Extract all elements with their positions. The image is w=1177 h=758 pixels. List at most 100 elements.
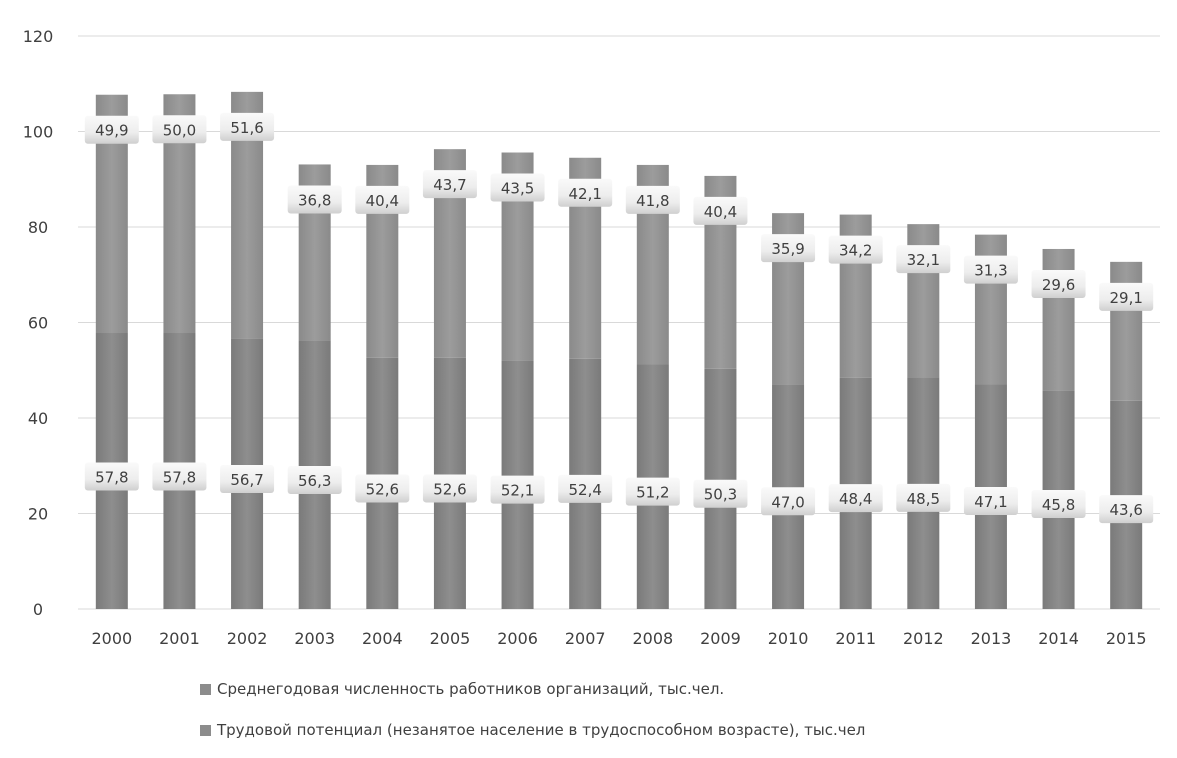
data-label-series-2: 50,0 bbox=[163, 121, 196, 139]
data-label-box bbox=[490, 475, 545, 504]
data-labels: 57,8 49,9 57,8 50,0 56,7 51,6 56,3 36,8 52,6 40,4… bbox=[84, 112, 1154, 524]
legend-swatch-icon bbox=[200, 724, 211, 736]
data-label-series-1: 50,3 bbox=[704, 486, 737, 504]
data-label-box bbox=[761, 234, 816, 263]
x-tick-label: 2002 bbox=[227, 629, 268, 648]
y-tick-label: 100 bbox=[23, 123, 54, 142]
data-label-box bbox=[963, 255, 1018, 284]
data-label-series-1: 51,2 bbox=[636, 484, 669, 502]
data-label-box bbox=[558, 178, 613, 207]
data-label-box bbox=[558, 474, 613, 503]
y-tick-label: 120 bbox=[23, 27, 54, 46]
y-axis-tick-labels: 0 20 40 60 80 100 120 bbox=[23, 27, 54, 619]
data-label-series-1: 52,6 bbox=[433, 480, 466, 498]
data-label-box bbox=[896, 245, 951, 274]
data-label-box bbox=[490, 173, 545, 202]
bars bbox=[95, 91, 1143, 609]
x-tick-label: 2009 bbox=[700, 629, 741, 648]
x-tick-label: 2001 bbox=[159, 629, 200, 648]
data-label-box bbox=[963, 487, 1018, 516]
x-tick-label: 2010 bbox=[768, 629, 809, 648]
data-label-box bbox=[693, 479, 748, 508]
legend-label-series-1: Среднегодовая численность работников орг… bbox=[217, 680, 725, 698]
y-tick-label: 40 bbox=[28, 409, 48, 428]
data-label-series-1: 45,8 bbox=[1042, 496, 1075, 514]
data-label-series-2: 29,6 bbox=[1042, 276, 1075, 294]
data-label-series-2: 36,8 bbox=[298, 191, 331, 209]
data-label-series-2: 41,8 bbox=[636, 192, 669, 210]
legend-label-series-2: Трудовой потенциал (незанятое население … bbox=[217, 721, 866, 739]
data-label-box bbox=[761, 487, 816, 516]
data-label-series-2: 51,6 bbox=[230, 119, 263, 137]
x-tick-label: 2005 bbox=[430, 629, 471, 648]
legend-swatch-icon bbox=[200, 683, 211, 695]
x-tick-label: 2013 bbox=[971, 629, 1012, 648]
data-label-box bbox=[422, 170, 477, 199]
data-label-box bbox=[1099, 495, 1154, 524]
x-tick-label: 2011 bbox=[835, 629, 876, 648]
data-label-series-1: 48,5 bbox=[907, 490, 940, 508]
x-tick-label: 2007 bbox=[565, 629, 606, 648]
data-label-series-2: 31,3 bbox=[974, 262, 1007, 280]
data-label-box bbox=[152, 462, 207, 491]
data-label-box bbox=[828, 235, 883, 264]
data-label-series-1: 57,8 bbox=[95, 469, 128, 487]
data-label-box bbox=[625, 185, 680, 214]
y-tick-label: 80 bbox=[28, 218, 48, 237]
data-label-series-2: 40,4 bbox=[366, 192, 399, 210]
x-tick-label: 2004 bbox=[362, 629, 403, 648]
data-label-series-2: 40,4 bbox=[704, 203, 737, 221]
x-tick-label: 2000 bbox=[91, 629, 132, 648]
data-label-series-2: 43,5 bbox=[501, 180, 534, 198]
data-label-box bbox=[220, 465, 275, 494]
x-tick-label: 2003 bbox=[294, 629, 335, 648]
data-label-series-1: 52,6 bbox=[366, 480, 399, 498]
data-label-series-1: 48,4 bbox=[839, 490, 872, 508]
data-label-box bbox=[828, 484, 883, 513]
x-tick-label: 2015 bbox=[1106, 629, 1147, 648]
x-axis-tick-labels: 2000 2001 2002 2003 2004 2005 2006 2007 2008 2009… bbox=[91, 629, 1146, 648]
data-label-series-2: 35,9 bbox=[771, 240, 804, 258]
data-label-series-2: 29,1 bbox=[1109, 289, 1142, 307]
x-tick-label: 2008 bbox=[632, 629, 673, 648]
y-tick-label: 60 bbox=[28, 314, 48, 333]
legend-item-series-1: Среднегодовая численность работников орг… bbox=[200, 680, 724, 698]
data-label-series-1: 52,1 bbox=[501, 482, 534, 500]
data-label-box bbox=[1099, 282, 1154, 311]
legend-item-series-2: Трудовой потенциал (незанятое население … bbox=[200, 721, 865, 739]
data-label-series-1: 56,7 bbox=[230, 471, 263, 489]
data-label-box bbox=[625, 477, 680, 506]
data-label-series-1: 47,1 bbox=[974, 493, 1007, 511]
data-label-series-2: 42,1 bbox=[568, 185, 601, 203]
x-tick-label: 2012 bbox=[903, 629, 944, 648]
data-label-box bbox=[1031, 490, 1086, 519]
data-label-series-2: 43,7 bbox=[433, 176, 466, 194]
data-label-series-1: 52,4 bbox=[568, 481, 601, 499]
x-tick-label: 2006 bbox=[497, 629, 538, 648]
data-label-box bbox=[422, 474, 477, 503]
data-label-box bbox=[1031, 269, 1086, 298]
data-label-box bbox=[287, 465, 342, 494]
data-label-box bbox=[896, 483, 951, 512]
bar-segment-series-2 bbox=[1110, 261, 1143, 401]
data-label-series-2: 49,9 bbox=[95, 122, 128, 140]
data-label-series-1: 43,6 bbox=[1109, 501, 1142, 519]
data-label-series-2: 34,2 bbox=[839, 242, 872, 260]
y-tick-label: 0 bbox=[33, 600, 43, 619]
data-label-box bbox=[355, 185, 410, 214]
data-label-box bbox=[355, 474, 410, 503]
data-label-box bbox=[220, 112, 275, 141]
data-label-series-1: 57,8 bbox=[163, 469, 196, 487]
data-label-box bbox=[152, 115, 207, 144]
data-label-series-1: 47,0 bbox=[771, 493, 804, 511]
y-tick-label: 20 bbox=[28, 505, 48, 524]
data-label-box bbox=[84, 462, 139, 491]
data-label-box bbox=[84, 115, 139, 144]
data-label-series-1: 56,3 bbox=[298, 472, 331, 490]
data-label-box bbox=[693, 196, 748, 225]
data-label-series-2: 32,1 bbox=[907, 251, 940, 269]
data-label-box bbox=[287, 185, 342, 214]
x-tick-label: 2014 bbox=[1038, 629, 1079, 648]
